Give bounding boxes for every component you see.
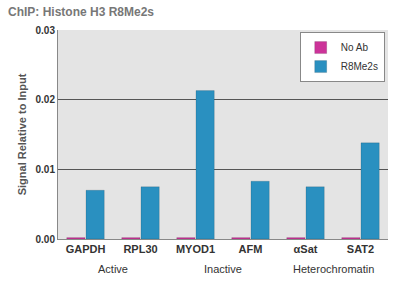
- svg-text:Active: Active: [98, 263, 128, 275]
- svg-text:Heterochromatin: Heterochromatin: [293, 263, 374, 275]
- svg-text:R8Me2s: R8Me2s: [341, 61, 378, 72]
- svg-text:RPL30: RPL30: [123, 243, 157, 255]
- svg-text:No Ab: No Ab: [341, 42, 369, 53]
- svg-text:Signal Relative to Input: Signal Relative to Input: [16, 73, 28, 195]
- svg-text:αSat: αSat: [294, 243, 318, 255]
- svg-text:0.02: 0.02: [36, 94, 56, 105]
- svg-text:AFM: AFM: [239, 243, 263, 255]
- svg-text:MYOD1: MYOD1: [176, 243, 215, 255]
- svg-text:SAT2: SAT2: [347, 243, 374, 255]
- svg-text:0.01: 0.01: [36, 164, 56, 175]
- svg-text:ChIP: Histone H3 R8Me2s: ChIP: Histone H3 R8Me2s: [8, 5, 154, 19]
- svg-text:Inactive: Inactive: [204, 263, 242, 275]
- svg-text:0.00: 0.00: [36, 234, 56, 245]
- svg-text:0.03: 0.03: [36, 25, 56, 36]
- svg-text:GAPDH: GAPDH: [66, 243, 106, 255]
